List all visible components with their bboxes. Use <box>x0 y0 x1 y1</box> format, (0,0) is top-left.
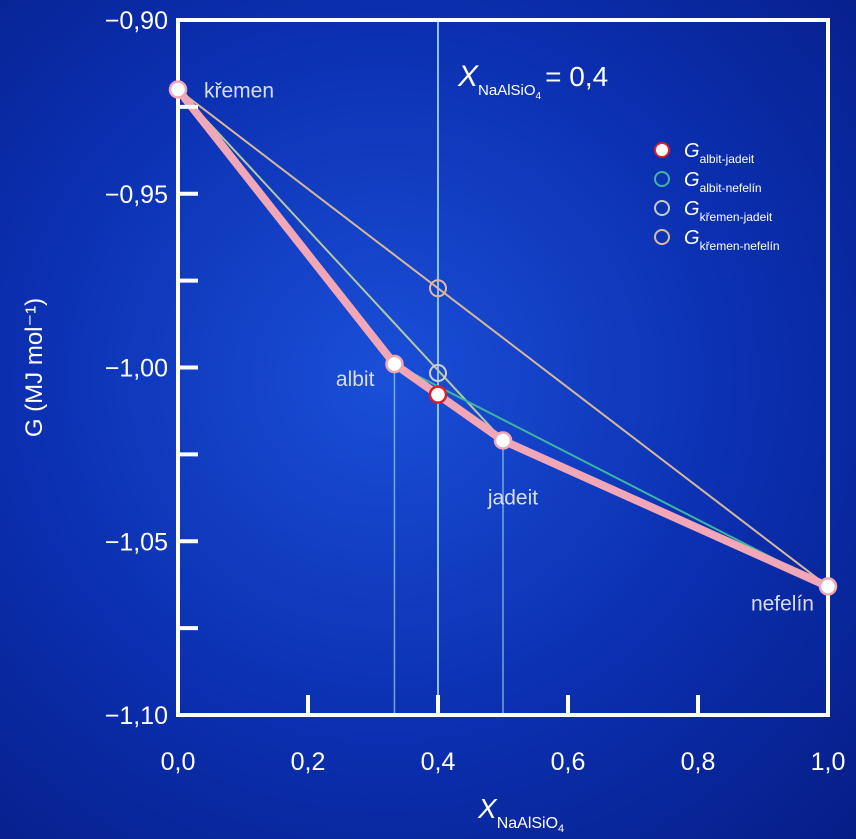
composition-label: XNaAlSiO4= 0,4 <box>457 60 608 102</box>
y-tick-label-−1,10: −1,10 <box>105 702 168 730</box>
data-markers <box>168 80 838 596</box>
composition-point-albit-jadeit <box>428 385 448 404</box>
legend-symbol: G <box>684 169 700 191</box>
y-tick-label-−1,05: −1,05 <box>105 528 168 556</box>
x-tick-label-0,6: 0,6 <box>551 748 586 776</box>
legend: Galbit-jadeitGalbit-nefelínGkřemen-jadei… <box>654 140 780 253</box>
x-tick-label-0,8: 0,8 <box>681 748 716 776</box>
legend-marker-albit-nefelín <box>654 171 670 187</box>
composition-label-sub: NaAlSiO <box>478 82 536 99</box>
x-tick-label-0,4: 0,4 <box>421 748 456 776</box>
x-axis-title: XNaAlSiO4 <box>477 793 564 835</box>
phase-point-nefelín <box>818 577 838 596</box>
legend-symbol: G <box>684 198 700 220</box>
phase-point-jadeit <box>493 431 513 450</box>
legend-subscript: křemen-nefelín <box>700 239 780 253</box>
series-lines <box>174 85 832 591</box>
legend-subscript: albit-nefelín <box>700 181 762 195</box>
x-axis-title-sub2: 4 <box>558 823 564 835</box>
legend-symbol: G <box>684 140 700 162</box>
series-line-křemen-nefelín <box>177 88 829 588</box>
y-tick-label-−0,90: −0,90 <box>105 7 168 35</box>
composition-point-křemen-jadeit <box>429 364 447 383</box>
legend-label-křemen-nefelín: Gkřemen-nefelín <box>684 227 780 253</box>
phase-label-křemen: křemen <box>204 80 274 103</box>
composition-label-symbol: X <box>457 60 479 93</box>
axis-ticks <box>178 104 700 715</box>
series-line-křemen-jadeit <box>177 88 504 442</box>
phase-point-křemen <box>168 80 188 99</box>
phase-label-albit: albit <box>336 368 375 391</box>
composition-point-křemen-nefelín <box>429 279 447 298</box>
x-axis-title-symbol: X <box>477 793 498 824</box>
composition-label-value: = 0,4 <box>545 61 608 92</box>
y-tick-label-−1,00: −1,00 <box>105 355 168 383</box>
y-tick-label-−0,95: −0,95 <box>105 181 168 209</box>
x-axis-title-sub: NaAlSiO <box>497 815 558 832</box>
legend-marker-křemen-nefelín <box>654 229 670 245</box>
series-line-hull <box>174 85 832 591</box>
tick-labels: 0,0 0,2 0,4 0,6 0,8 1,0 −0,90 −0,95 −1,00 −1,05 −1… <box>105 7 846 776</box>
phase-labels: křemen albit jadeit nefelín <box>204 80 814 616</box>
legend-subscript: křemen-jadeit <box>700 210 773 224</box>
x-tick-label-1,0: 1,0 <box>811 748 846 776</box>
legend-symbol: G <box>684 227 700 249</box>
legend-label-albit-jadeit: Galbit-jadeit <box>684 140 755 166</box>
legend-subscript: albit-jadeit <box>700 152 755 166</box>
phase-label-jadeit: jadeit <box>487 486 538 509</box>
x-tick-label-0,2: 0,2 <box>291 748 326 776</box>
legend-marker-albit-jadeit <box>654 142 670 158</box>
legend-marker-křemen-jadeit <box>654 200 670 216</box>
phase-label-nefelín: nefelín <box>751 592 814 615</box>
legend-label-albit-nefelín: Galbit-nefelín <box>684 169 762 195</box>
series-line-albit-nefelín <box>393 363 829 588</box>
guide-lines <box>393 20 504 715</box>
y-axis-title: G (MJ mol⁻¹) <box>21 298 48 437</box>
phase-point-albit <box>385 354 404 374</box>
composition-label-sub2: 4 <box>536 91 542 102</box>
x-tick-label-0,0: 0,0 <box>161 748 196 776</box>
legend-label-křemen-jadeit: Gkřemen-jadeit <box>684 198 773 224</box>
